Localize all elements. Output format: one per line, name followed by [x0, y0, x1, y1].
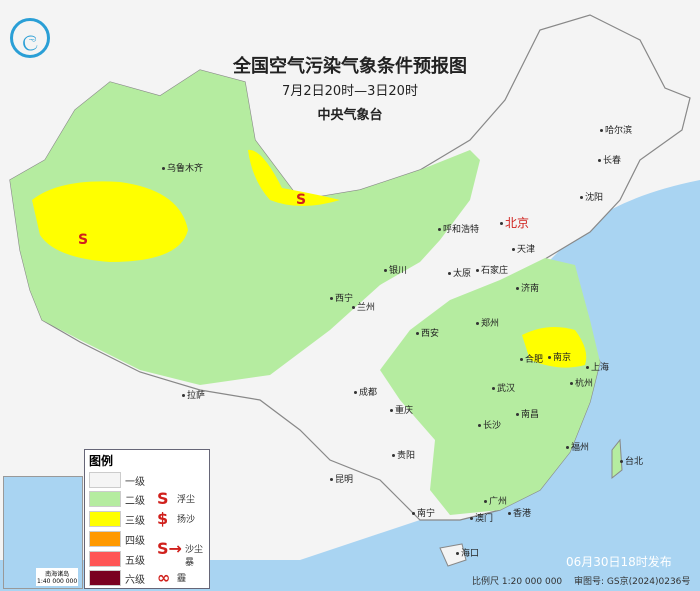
level-3-north: [248, 149, 340, 206]
city-label: 成都: [354, 385, 377, 398]
city-label: 贵阳: [392, 448, 415, 461]
city-label: 呼和浩特: [438, 222, 479, 235]
swatch: [89, 472, 121, 488]
city-label: 福州: [566, 440, 589, 453]
legend-level-6: 六级 ∞ 霾: [89, 568, 205, 587]
city-label: 重庆: [390, 403, 413, 416]
issued-time: 06月30日18时发布: [566, 555, 672, 569]
legend-level-3: 三级 $ 扬沙: [89, 509, 205, 528]
city-label: 澳门: [470, 511, 493, 524]
city-label: 拉萨: [182, 388, 205, 401]
swatch: [89, 511, 121, 527]
level-2-southeast: [380, 258, 600, 515]
inset-label: 南海诸岛 1:40 000 000: [36, 568, 79, 586]
haze-icon: ∞: [157, 568, 171, 587]
level-2-northwest: [10, 70, 480, 385]
city-label: 南昌: [516, 407, 539, 420]
city-label: 昆明: [330, 472, 353, 485]
city-label: 石家庄: [476, 263, 508, 276]
swatch: [89, 491, 121, 507]
legend-level-1: 一级: [89, 470, 205, 488]
legend: 图例 一级 二级 S 浮尘 三级 $ 扬沙 四级 S→ 沙尘暴 五级 六级 ∞ 霾: [84, 449, 210, 589]
city-label: 南京: [548, 350, 571, 363]
city-label: 南宁: [412, 506, 435, 519]
dust-marker: S: [296, 192, 307, 208]
agency: 中央气象台: [317, 108, 383, 123]
city-label: 海口: [456, 546, 479, 559]
blowing-sand-icon: $: [157, 509, 169, 528]
swatch: [89, 570, 121, 586]
city-label: 武汉: [492, 381, 515, 394]
city-label: 西安: [416, 326, 439, 339]
city-label: 上海: [586, 360, 609, 373]
legend-title: 图例: [89, 454, 114, 468]
dust-marker: S: [78, 232, 89, 248]
swatch: [89, 531, 121, 547]
city-label: 台北: [620, 454, 643, 467]
city-label: 北京: [500, 214, 529, 231]
city-label: 银川: [384, 263, 407, 276]
sandstorm-icon: S→: [157, 539, 182, 558]
city-label: 乌鲁木齐: [162, 161, 203, 174]
city-label: 广州: [484, 494, 507, 507]
city-label: 长春: [598, 153, 621, 166]
city-label: 济南: [516, 281, 539, 294]
city-label: 香港: [508, 506, 531, 519]
city-label: 长沙: [478, 418, 501, 431]
review-number: 审图号: GS京(2024)0236号: [574, 577, 691, 587]
swatch: [89, 551, 121, 567]
taiwan: [611, 438, 623, 480]
legend-level-4: 四级 S→ 沙尘暴: [89, 529, 205, 568]
time-range: 7月2日20时—3日20时: [282, 84, 418, 99]
level-3-xinjiang: [32, 181, 188, 262]
scale-text: 比例尺 1:20 000 000: [472, 577, 563, 587]
city-label: 太原: [448, 266, 471, 279]
legend-level-5: 五级: [89, 549, 205, 567]
city-label: 哈尔滨: [600, 123, 632, 136]
city-label: 杭州: [570, 376, 593, 389]
floating-dust-icon: S: [157, 489, 169, 508]
city-label: 西宁: [330, 291, 353, 304]
city-label: 兰州: [352, 300, 375, 313]
city-label: 郑州: [476, 316, 499, 329]
legend-level-2: 二级 S 浮尘: [89, 489, 205, 508]
cma-logo: ල: [10, 18, 50, 58]
south-china-sea-inset: 南海诸岛 1:40 000 000: [3, 476, 83, 589]
city-label: 沈阳: [580, 190, 603, 203]
city-label: 合肥: [520, 352, 543, 365]
map-title: 全国空气污染气象条件预报图: [233, 56, 467, 77]
city-label: 天津: [512, 242, 535, 255]
